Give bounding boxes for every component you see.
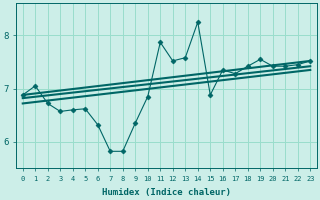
X-axis label: Humidex (Indice chaleur): Humidex (Indice chaleur) [102, 188, 231, 197]
